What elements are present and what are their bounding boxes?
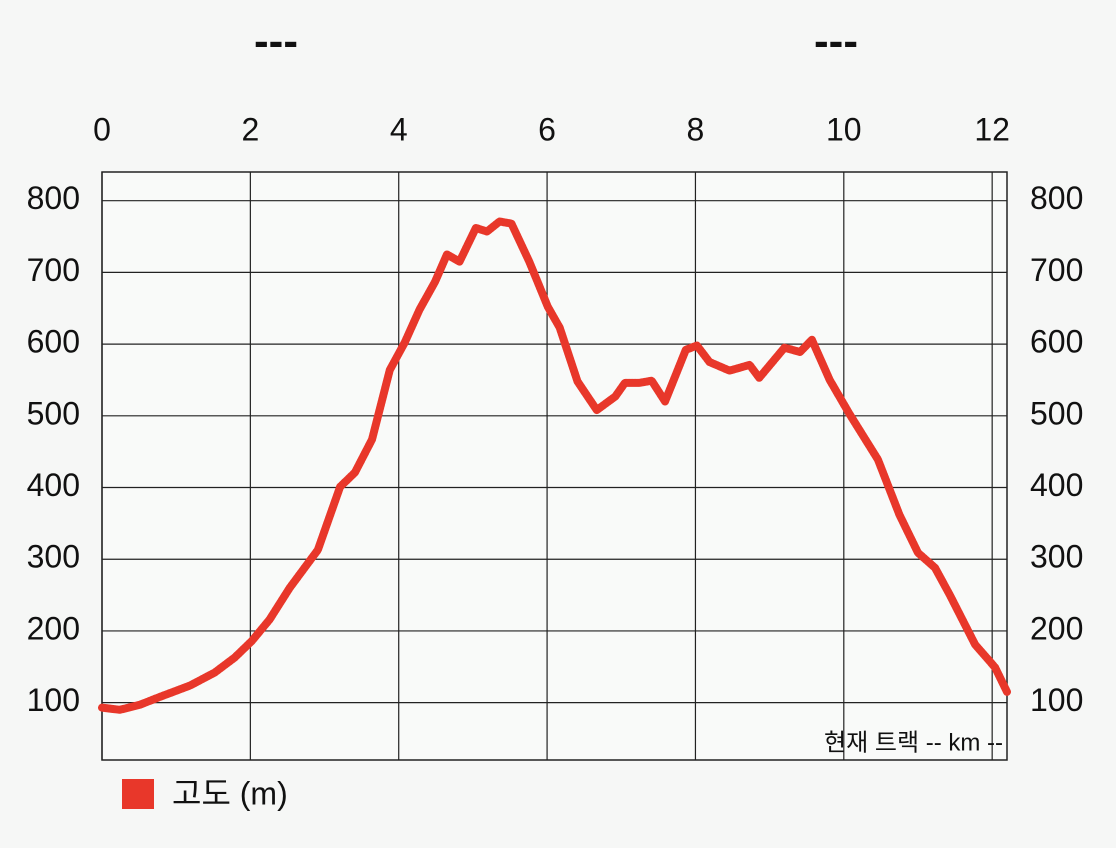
y2-tick-label: 100 bbox=[1030, 682, 1083, 718]
elevation-line bbox=[98, 217, 1011, 714]
x-tick-label: 8 bbox=[687, 111, 705, 147]
plot-frame bbox=[101, 171, 1008, 761]
y-tick-label: 700 bbox=[27, 252, 80, 288]
x-tick-label: 2 bbox=[241, 111, 259, 147]
y-tick-label: 600 bbox=[27, 324, 80, 360]
y2-tick-label: 400 bbox=[1030, 467, 1083, 503]
x-tick-label: 6 bbox=[538, 111, 556, 147]
x-tick-label: 12 bbox=[974, 111, 1010, 147]
y2-tick-label: 800 bbox=[1030, 180, 1083, 216]
legend-label: 고도 (m) bbox=[172, 775, 288, 811]
legend-swatch bbox=[122, 779, 154, 809]
y2-tick-label: 700 bbox=[1030, 252, 1083, 288]
y2-tick-label: 600 bbox=[1030, 324, 1083, 360]
x-tick-label: 10 bbox=[826, 111, 862, 147]
y-tick-label: 200 bbox=[27, 610, 80, 646]
track-note: 현재 트랙 -- km -- bbox=[824, 729, 1003, 756]
y-tick-label: 500 bbox=[27, 395, 80, 431]
x-tick-label: 0 bbox=[93, 111, 111, 147]
x-tick-label: 4 bbox=[390, 111, 408, 147]
header-stat: --- bbox=[254, 17, 298, 66]
y-tick-label: 100 bbox=[27, 682, 80, 718]
y2-tick-label: 300 bbox=[1030, 539, 1083, 575]
y2-tick-label: 500 bbox=[1030, 395, 1083, 431]
y2-tick-label: 200 bbox=[1030, 610, 1083, 646]
header-stat: --- bbox=[814, 17, 858, 66]
y-tick-label: 300 bbox=[27, 539, 80, 575]
y-tick-label: 800 bbox=[27, 180, 80, 216]
y-tick-label: 400 bbox=[27, 467, 80, 503]
